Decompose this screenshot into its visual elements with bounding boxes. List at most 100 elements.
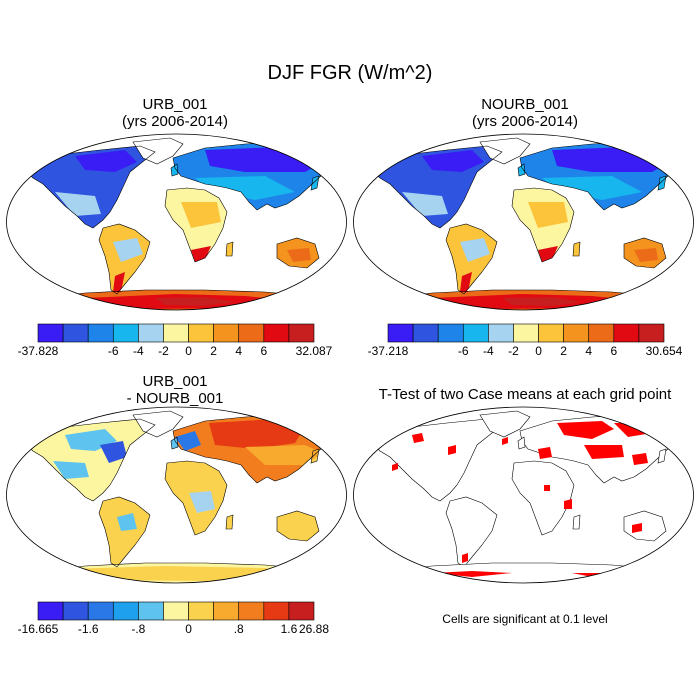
continent-fill-nz xyxy=(327,541,335,555)
colorbar-label-10: 1.6 xyxy=(281,622,298,636)
data-region-5 xyxy=(113,238,143,262)
continent-uk xyxy=(517,436,526,450)
coastline-nz xyxy=(326,267,336,283)
colorbar-bin-2 xyxy=(437,323,464,343)
colorbar-label-0: -37.218 xyxy=(368,344,409,358)
coastline-nz xyxy=(326,540,336,556)
significant-cells-4 xyxy=(632,453,648,465)
colorbar-label-3: -6 xyxy=(108,344,119,358)
colorbar-label-8: 4 xyxy=(235,344,242,358)
colorbar-bin-5 xyxy=(513,323,539,343)
coastline-namerica xyxy=(26,145,156,229)
colorbar-label-4: -4 xyxy=(133,344,144,358)
coastline-namerica xyxy=(26,418,156,502)
coastline-uk xyxy=(170,163,179,177)
continent-nz xyxy=(673,540,683,556)
colorbar-bin-6 xyxy=(188,323,214,343)
panel-title-nourb-line2: (yrs 2006-2014) xyxy=(472,113,578,130)
colorbar-bin-8 xyxy=(588,323,615,343)
colorbar-bin-2 xyxy=(87,323,114,343)
coastline-uk xyxy=(517,163,526,177)
data-region-0 xyxy=(209,419,305,449)
coastline-greenland xyxy=(132,410,184,438)
data-region-4 xyxy=(181,202,221,228)
continent-greenland xyxy=(479,410,531,438)
data-region-3 xyxy=(402,192,448,216)
colorbar-bin-5 xyxy=(163,601,189,621)
map-frame xyxy=(353,406,694,584)
map-diff xyxy=(6,406,347,584)
continent-fill-australia xyxy=(277,511,319,541)
data-region-4 xyxy=(100,441,127,463)
panel-title-diff-line2: - NOURB_001 xyxy=(126,390,224,407)
colorbar-label-11: 32.087 xyxy=(296,344,333,358)
colorbar-bin-10 xyxy=(638,323,665,343)
colorbar-label-7: 2 xyxy=(560,344,567,358)
colorbar-label-2: -1.6 xyxy=(78,622,99,636)
coastline-samerica xyxy=(445,223,498,295)
colorbar-label-9: 6 xyxy=(260,344,267,358)
data-region-10 xyxy=(634,248,658,262)
colorbar-bin-0 xyxy=(37,601,64,621)
continent-madagascar xyxy=(572,514,581,530)
panel-title-diff-line1: URB_001 xyxy=(142,373,208,390)
data-region-2 xyxy=(175,431,201,451)
data-region-1 xyxy=(422,150,484,172)
colorbar-nourb: -37.218 -6 -4 -2 0 2 4 6 30.654 xyxy=(368,323,683,358)
map-frame xyxy=(6,133,347,311)
data-region-0 xyxy=(205,146,335,172)
coastline-japan xyxy=(657,175,667,191)
colorbar-label-4: -4 xyxy=(483,344,494,358)
coastline-africa xyxy=(164,460,228,536)
colorbar-bin-3 xyxy=(462,323,489,343)
colorbar-urb: -37.828 -6 -4 -2 0 2 4 6 32.087 xyxy=(18,323,333,358)
significant-cells-10 xyxy=(462,553,468,563)
coastline-greenland xyxy=(479,137,531,165)
data-region-7 xyxy=(191,246,211,262)
data-region-4 xyxy=(528,202,568,228)
significant-cells-14 xyxy=(502,437,508,445)
coastline-madagascar xyxy=(225,514,234,530)
significant-cells-11 xyxy=(432,571,512,577)
colorbar-bin-7 xyxy=(213,323,240,343)
colorbar-label-0: -37.828 xyxy=(18,344,59,358)
continent-fill-nz xyxy=(327,268,335,282)
panel-title-diff: URB_001 - NOURB_001 xyxy=(5,373,345,407)
colorbar-bin-2 xyxy=(87,601,114,621)
significance-note: Cells are significant at 0.1 level xyxy=(442,612,608,626)
data-region-5 xyxy=(53,461,89,479)
colorbar-label-9: 6 xyxy=(610,344,617,358)
significant-cells-2 xyxy=(584,445,624,459)
data-region-0 xyxy=(552,146,682,172)
colorbar-bin-6 xyxy=(538,323,564,343)
colorbar-bin-4 xyxy=(138,323,164,343)
colorbar-label-6: 0 xyxy=(185,344,192,358)
colorbar-label-0: -16.665 xyxy=(18,622,59,636)
significant-cells-3 xyxy=(538,447,552,459)
panel-title-nourb-line1: NOURB_001 xyxy=(481,96,569,113)
data-region-9 xyxy=(155,297,235,306)
colorbar-bin-6 xyxy=(188,601,214,621)
colorbar-bin-8 xyxy=(238,601,265,621)
coastline-nz xyxy=(673,267,683,283)
colorbar-label-8: 4 xyxy=(585,344,592,358)
continent-fill-greenland xyxy=(133,411,183,437)
coastline-australia xyxy=(276,237,320,269)
colorbar-label-5: -2 xyxy=(158,344,169,358)
significant-cells-13 xyxy=(392,463,398,471)
panel-title-urb-line1: URB_001 xyxy=(142,96,208,113)
figure-title: DJF FGR (W/m^2) xyxy=(267,62,433,84)
colorbar-bin-3 xyxy=(112,601,139,621)
data-region-3 xyxy=(55,192,101,216)
panel-title-urb: URB_001 (yrs 2006-2014) xyxy=(5,96,345,130)
colorbar-bin-9 xyxy=(263,323,290,343)
map-ttest xyxy=(353,406,694,584)
coastline-africa xyxy=(511,187,575,263)
continent-antarctica xyxy=(386,562,671,583)
colorbar-bin-8 xyxy=(238,323,265,343)
coastline-samerica xyxy=(98,496,151,568)
data-region-1 xyxy=(75,150,137,172)
colorbar-bin-4 xyxy=(138,601,164,621)
significant-cells-8 xyxy=(544,485,550,491)
significant-cells-7 xyxy=(564,499,572,509)
